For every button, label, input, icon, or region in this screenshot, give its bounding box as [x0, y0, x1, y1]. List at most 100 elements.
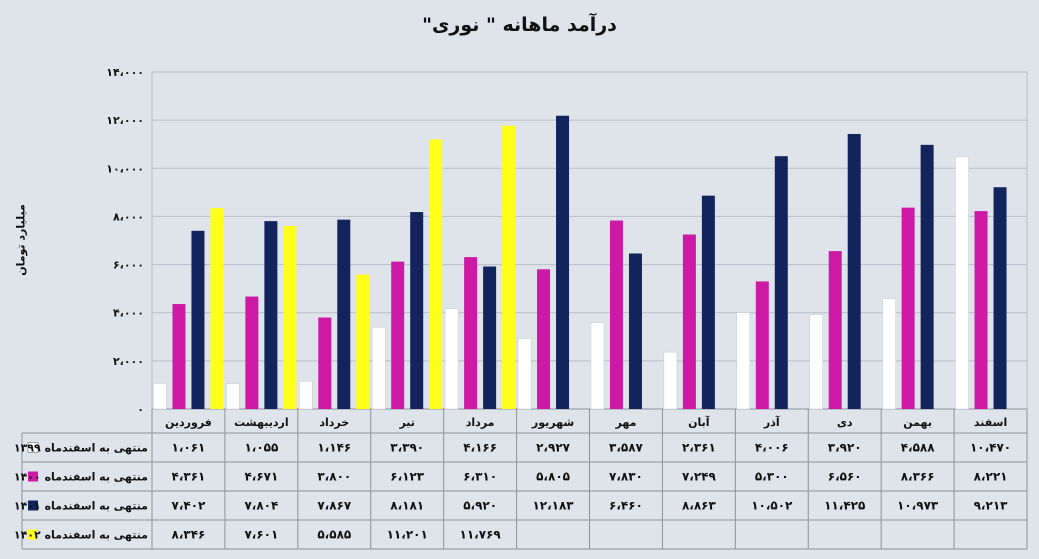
- x-tick-label: مهر: [614, 416, 636, 429]
- bar: [245, 296, 259, 409]
- data-table-value: ۳،۳۹۰: [390, 441, 424, 455]
- chart-title: درآمد ماهانه " نوری": [422, 14, 617, 36]
- data-table-value: ۱،۰۶۱: [172, 441, 206, 455]
- data-table-value: ۶،۴۶۰: [609, 499, 643, 513]
- data-table-value: ۸،۱۸۱: [390, 499, 424, 513]
- data-table-value: ۱۲،۱۸۳: [532, 499, 574, 513]
- data-table-value: ۵،۳۰۰: [755, 470, 789, 484]
- legend-key: [28, 500, 38, 511]
- x-tick-label: بهمن: [903, 416, 932, 429]
- bar: [391, 261, 405, 409]
- bar: [210, 208, 224, 409]
- bar: [318, 317, 332, 409]
- data-table-value: ۵،۸۰۵: [536, 470, 570, 484]
- x-tick-label: دی: [837, 416, 853, 429]
- data-table-value: ۴،۱۶۶: [463, 441, 497, 455]
- bar: [920, 144, 934, 410]
- data-table-value: ۱۰،۴۷۰: [970, 441, 1011, 455]
- bar: [556, 115, 570, 409]
- x-tick-label: اسفند: [974, 416, 1007, 429]
- bar: [299, 381, 313, 410]
- legend-label: منتهی به اسفندماه ۱۴۰۰: [14, 471, 148, 484]
- data-table-value: ۷،۸۳۰: [609, 470, 643, 484]
- x-tick-label: شهریور: [531, 416, 574, 429]
- data-table-value: ۱،۰۵۵: [244, 441, 278, 455]
- x-tick-label: آذر: [763, 415, 780, 429]
- legend-label: منتهی به اسفندماه ۱۴۰۱: [14, 500, 148, 513]
- data-table-value: ۱۰،۹۷۳: [897, 499, 939, 513]
- bar: [901, 207, 915, 409]
- data-table-value: ۲،۹۲۷: [536, 441, 571, 455]
- data-table-value: ۸،۲۲۱: [974, 470, 1008, 484]
- data-table-value: ۳،۸۰۰: [317, 470, 351, 484]
- data-table-value: ۷،۴۰۲: [172, 499, 207, 513]
- x-tick-label: فروردین: [165, 416, 212, 429]
- bar: [755, 281, 769, 409]
- bar: [974, 211, 988, 409]
- y-tick-label: ۸،۰۰۰: [113, 210, 144, 223]
- data-table-value: ۱۱،۷۶۹: [460, 528, 502, 542]
- x-tick-label: مرداد: [466, 416, 495, 429]
- bar: [283, 226, 297, 409]
- data-table-value: ۹،۲۱۳: [974, 499, 1009, 513]
- data-table-value: ۴،۵۸۸: [901, 441, 936, 455]
- bar: [153, 383, 167, 410]
- data-table-value: ۸،۸۶۳: [682, 499, 717, 513]
- data-table-value: ۳،۹۲۰: [828, 441, 862, 455]
- bar: [590, 322, 605, 410]
- bar: [337, 219, 351, 409]
- bar: [663, 351, 678, 410]
- y-tick-label: ۱۴،۰۰۰: [106, 66, 144, 79]
- y-tick-label: ۴،۰۰۰: [113, 307, 144, 320]
- data-table-value: ۴،۳۶۱: [172, 470, 206, 484]
- x-tick-label: تیر: [398, 416, 414, 429]
- bar: [537, 269, 551, 409]
- bar: [993, 187, 1007, 409]
- bar: [828, 251, 842, 409]
- data-table-value: ۴،۰۰۶: [755, 441, 789, 455]
- bar: [517, 338, 532, 410]
- bar: [628, 253, 642, 409]
- data-table-value: ۲،۳۶۱: [682, 441, 716, 455]
- bar: [609, 220, 623, 409]
- data-table-value: ۶،۱۲۳: [390, 470, 425, 484]
- bar: [847, 133, 861, 409]
- legend-label: منتهی به اسفندماه ۱۴۰۲: [14, 529, 148, 542]
- legend-label: منتهی به اسفندماه ۱۳۹۹: [14, 442, 148, 455]
- bar: [464, 257, 478, 409]
- data-table-value: ۱۱،۴۲۵: [824, 499, 865, 513]
- x-tick-label: آبان: [688, 415, 710, 429]
- bar: [701, 195, 715, 409]
- bar: [356, 274, 370, 409]
- legend-key: [28, 471, 38, 482]
- data-table-value: ۶،۳۱۰: [463, 470, 497, 484]
- bar: [172, 304, 186, 409]
- bar: [444, 308, 459, 410]
- y-tick-label: ۰: [137, 403, 144, 416]
- y-tick-label: ۱۰،۰۰۰: [106, 162, 144, 175]
- plot-area: [151, 71, 1028, 410]
- x-tick-label: اردیبهشت: [234, 416, 288, 429]
- data-table-value: ۴،۶۷۱: [244, 470, 278, 484]
- data-table-value: ۷،۸۰۴: [244, 499, 278, 513]
- legend-key: [28, 529, 38, 540]
- bar: [736, 312, 751, 410]
- data-table-value: ۸،۳۴۶: [172, 528, 206, 542]
- data-table-value: ۱۰،۵۰۲: [751, 499, 793, 513]
- y-tick-label: ۱۲،۰۰۰: [106, 114, 144, 127]
- y-tick-label: ۲،۰۰۰: [113, 355, 144, 368]
- data-table-value: ۱،۱۴۶: [317, 441, 351, 455]
- data-table-value: ۳،۵۸۷: [609, 441, 644, 455]
- bar: [483, 266, 497, 409]
- bar: [955, 156, 969, 410]
- data-table-value: ۱۱،۲۰۱: [387, 528, 428, 542]
- bar: [429, 139, 443, 410]
- bar: [410, 212, 424, 409]
- bar: [882, 298, 896, 410]
- data-table-value: ۷،۸۶۷: [317, 499, 352, 513]
- data-table-value: ۷،۶۰۱: [244, 528, 278, 542]
- bar: [502, 125, 516, 409]
- bar: [264, 221, 278, 409]
